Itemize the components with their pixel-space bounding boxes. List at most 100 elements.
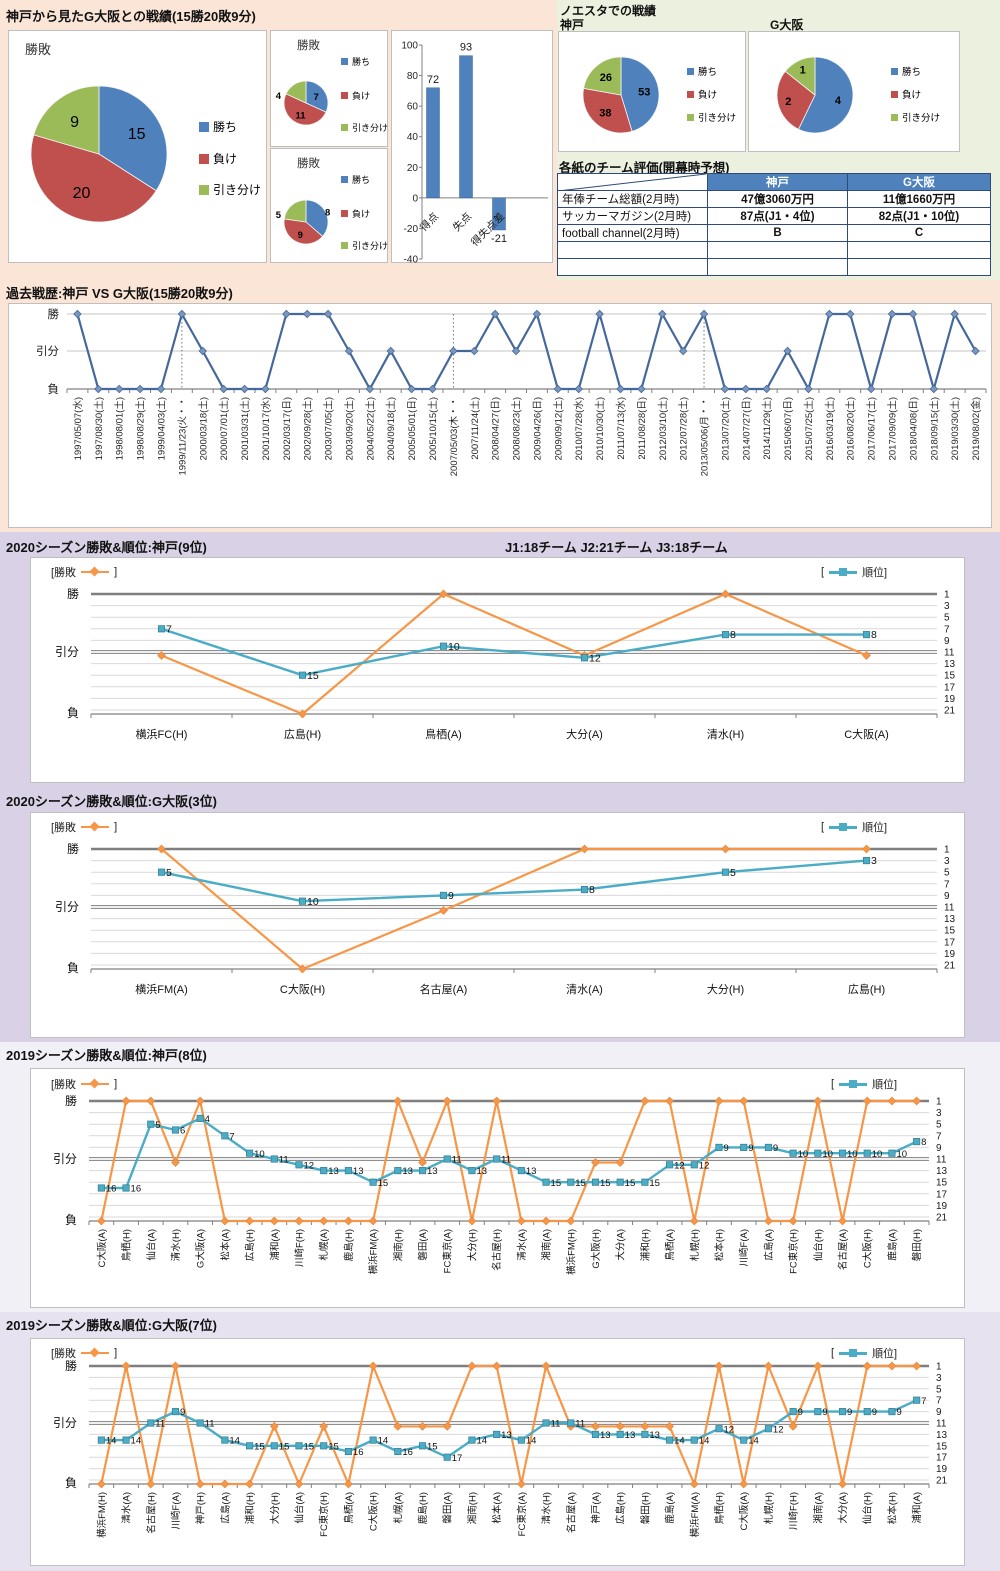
- svg-text:9: 9: [872, 1407, 877, 1418]
- svg-text:横浜FM(A): 横浜FM(A): [368, 1229, 380, 1274]
- svg-text:13: 13: [936, 1430, 948, 1441]
- svg-text:3: 3: [944, 601, 950, 612]
- svg-text:横浜FM(H): 横浜FM(H): [565, 1229, 577, 1275]
- svg-text:引分: 引分: [53, 1152, 77, 1166]
- rank-series-marker: [829, 822, 858, 831]
- svg-text:17: 17: [936, 1189, 948, 1200]
- svg-text:9: 9: [773, 1143, 778, 1154]
- svg-text:10: 10: [448, 641, 460, 653]
- svg-text:11: 11: [944, 648, 955, 659]
- svg-text:C大阪(A): C大阪(A): [96, 1229, 108, 1268]
- svg-text:C大阪(H): C大阪(H): [280, 982, 325, 996]
- svg-text:15: 15: [128, 126, 146, 143]
- svg-text:14: 14: [229, 1436, 240, 1447]
- svg-text:7: 7: [936, 1396, 942, 1407]
- svg-text:広島(H): 広島(H): [848, 982, 885, 996]
- svg-text:川崎F(A): 川崎F(A): [170, 1492, 182, 1529]
- svg-text:19: 19: [944, 949, 956, 960]
- svg-text:勝: 勝: [67, 586, 79, 601]
- svg-text:松本(A): 松本(A): [219, 1229, 231, 1261]
- svg-text:引分: 引分: [55, 900, 79, 914]
- svg-text:2007/05/03(木・・: 2007/05/03(木・・: [448, 397, 460, 476]
- svg-text:神戸(A): 神戸(A): [590, 1492, 602, 1524]
- svg-text:大分(A): 大分(A): [615, 1229, 627, 1261]
- svg-text:10: 10: [254, 1149, 265, 1160]
- legend-win: 勝ち: [213, 120, 238, 134]
- svg-text:12: 12: [699, 1160, 710, 1171]
- svg-text:15: 15: [254, 1441, 265, 1452]
- svg-text:13: 13: [328, 1166, 339, 1177]
- svg-text:2019/08/02(金): 2019/08/02(金): [970, 397, 982, 460]
- svg-text:2007/11/24(土): 2007/11/24(土): [469, 397, 481, 460]
- svg-text:神戸(H): 神戸(H): [195, 1492, 207, 1524]
- history-panel: 勝引分負 1997/05/07(水) 1997/08/30(土) 1998/08/01…: [8, 303, 992, 528]
- svg-text:5: 5: [730, 867, 736, 879]
- svg-text:2004/09/18(土): 2004/09/18(土): [385, 397, 397, 460]
- svg-text:15: 15: [328, 1441, 339, 1452]
- svg-text:浦和(A): 浦和(A): [911, 1492, 923, 1524]
- svg-text:11: 11: [944, 903, 955, 914]
- svg-text:3: 3: [936, 1373, 942, 1384]
- history-title: 過去戦歴:神戸 VS G大阪(15勝20敗9分): [6, 286, 233, 301]
- svg-text:勝: 勝: [65, 1358, 77, 1373]
- svg-text:2011/08/28(日): 2011/08/28(日): [637, 397, 648, 460]
- win-loss-series-marker: [81, 826, 110, 828]
- svg-text:15: 15: [625, 1178, 636, 1189]
- svg-text:2018/09/15(土): 2018/09/15(土): [928, 397, 940, 460]
- svg-text:15: 15: [427, 1441, 438, 1452]
- svg-text:浦和(A): 浦和(A): [269, 1229, 281, 1261]
- svg-text:2009/04/26(日): 2009/04/26(日): [532, 397, 543, 460]
- season-2020-gamba-title: 2020シーズン勝敗&順位:G大阪(3位): [6, 794, 217, 809]
- svg-text:19: 19: [936, 1201, 948, 1212]
- svg-text:2001/03/31(土): 2001/03/31(土): [239, 397, 251, 460]
- legend-draw: 引き分け: [213, 183, 262, 197]
- svg-text:2014/07/27(日): 2014/07/27(日): [741, 397, 752, 460]
- svg-text:15: 15: [936, 1441, 948, 1452]
- svg-text:2: 2: [785, 96, 791, 108]
- svg-text:2010/07/28(水): 2010/07/28(水): [573, 397, 585, 460]
- svg-text:40: 40: [407, 132, 419, 143]
- svg-text:10: 10: [798, 1149, 809, 1160]
- svg-text:2016/03/19(土): 2016/03/19(土): [824, 397, 836, 460]
- svg-text:13: 13: [944, 659, 956, 670]
- svg-text:13: 13: [944, 914, 956, 925]
- svg-text:2003/09/20(土): 2003/09/20(土): [343, 397, 355, 460]
- svg-text:2015/06/07(日): 2015/06/07(日): [783, 397, 794, 460]
- svg-text:清水(A): 清水(A): [566, 983, 603, 996]
- svg-text:0: 0: [412, 193, 418, 204]
- svg-text:14: 14: [748, 1436, 759, 1447]
- noevir-kobe-label: 神戸: [560, 18, 585, 32]
- svg-text:2012/07/28(土): 2012/07/28(土): [678, 397, 690, 460]
- svg-text:名古屋(H): 名古屋(H): [491, 1229, 503, 1271]
- svg-text:13: 13: [526, 1166, 537, 1177]
- svg-text:14: 14: [674, 1436, 685, 1447]
- svg-text:1: 1: [944, 845, 950, 856]
- ratings-corner-cell: [557, 173, 708, 191]
- svg-text:横浜FM(A): 横浜FM(A): [689, 1492, 701, 1537]
- svg-text:-20: -20: [404, 224, 419, 235]
- svg-text:2008/08/23(土): 2008/08/23(土): [511, 397, 523, 460]
- ratings-col-kobe: 神戸: [707, 173, 848, 191]
- svg-text:2010/10/30(土): 2010/10/30(土): [594, 397, 606, 460]
- svg-text:負: 負: [65, 1213, 77, 1227]
- ratings-table-title: 各紙のチーム評価(開幕時予想): [559, 161, 730, 175]
- svg-text:8: 8: [325, 208, 330, 219]
- svg-text:1: 1: [800, 64, 806, 76]
- svg-text:仙台(A): 仙台(A): [294, 1492, 306, 1524]
- svg-text:21: 21: [936, 1213, 948, 1224]
- svg-text:11: 11: [279, 1155, 289, 1166]
- svg-text:鳥栖(A): 鳥栖(A): [343, 1492, 355, 1524]
- svg-text:横浜FM(A): 横浜FM(A): [135, 982, 188, 996]
- svg-text:5: 5: [155, 1120, 160, 1131]
- svg-text:鹿島(H): 鹿島(H): [417, 1492, 429, 1524]
- svg-text:9: 9: [298, 230, 303, 241]
- svg-text:5: 5: [166, 867, 172, 879]
- svg-text:松本(H): 松本(H): [886, 1492, 898, 1524]
- svg-text:浦和(H): 浦和(H): [244, 1492, 256, 1524]
- svg-text:FC東京(H): FC東京(H): [788, 1229, 800, 1274]
- ratings-table-wrap: 神戸 G大阪 年俸チーム総額(2月時) 47億3060万円 11億1660万円 …: [557, 173, 991, 276]
